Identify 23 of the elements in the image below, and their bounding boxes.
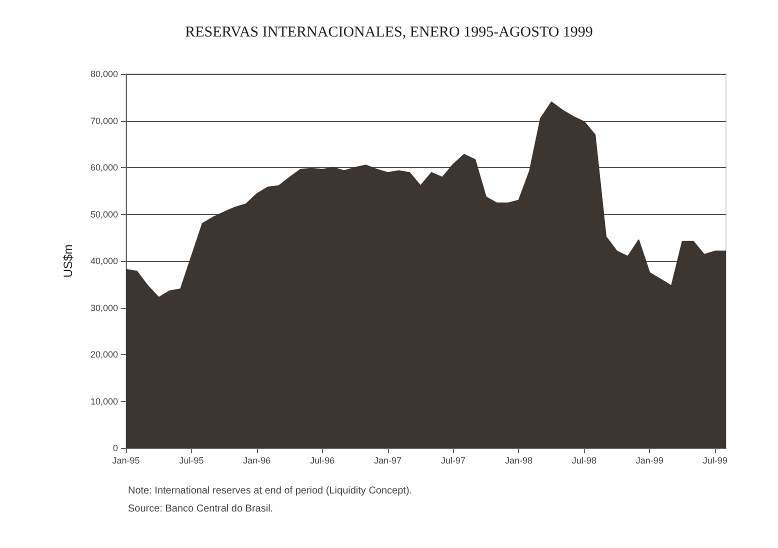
x-tick-label: Jul-96 — [310, 456, 335, 466]
y-tick-label: 40,000 — [90, 256, 118, 266]
x-tick-label: Jan-96 — [243, 456, 271, 466]
y-tick-label: 80,000 — [90, 69, 118, 79]
y-tick-label: 70,000 — [90, 116, 118, 126]
x-tick-label: Jan-97 — [374, 456, 402, 466]
x-tick-label: Jul-98 — [572, 456, 596, 466]
text: Note: International reserves at end of period (Liquidity Concept). — [128, 486, 412, 496]
x-tick-label: Jan-99 — [636, 456, 664, 466]
y-tick-label: 20,000 — [90, 350, 118, 360]
x-tick-label: Jan-98 — [504, 456, 532, 466]
x-tick-label: Jul-95 — [179, 456, 204, 466]
x-tick-label: Jul-97 — [441, 456, 466, 466]
y-axis-title: US$m — [61, 244, 75, 278]
chart-title: RESERVAS INTERNACIONALES, ENERO 1995-AGOSTO 1999 — [185, 24, 593, 40]
y-tick-label: 10,000 — [90, 396, 118, 406]
x-tick-label: Jan-95 — [112, 456, 140, 466]
y-tick-label: 0 — [112, 443, 118, 453]
y-tick-label: 60,000 — [90, 162, 118, 172]
x-tick-label: Jul-99 — [702, 456, 728, 466]
source-note: Source: Banco Central do Brasil. — [128, 504, 274, 514]
y-tick-label: 30,000 — [90, 302, 118, 313]
y-tick-label: 50,000 — [90, 209, 118, 220]
